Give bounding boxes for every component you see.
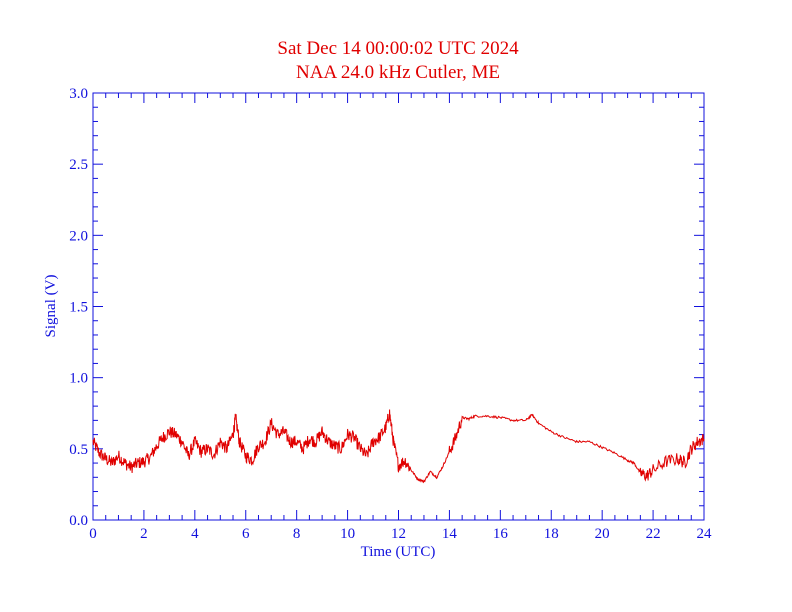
x-axis-label: Time (UTC) <box>361 544 436 560</box>
y-tick-label: 1.5 <box>69 300 88 316</box>
x-tick-label: 12 <box>391 526 406 542</box>
x-tick-label: 22 <box>646 526 661 542</box>
x-axis-tick-labels: 0 2 4 6 8 10 12 14 16 18 20 22 24 <box>89 526 712 542</box>
x-tick-label: 4 <box>191 526 199 542</box>
y-axis-ticks <box>93 92 704 521</box>
x-tick-label: 8 <box>293 526 301 542</box>
x-tick-label: 20 <box>595 526 610 542</box>
x-axis-ticks <box>92 93 705 520</box>
y-tick-label: 1.0 <box>69 371 88 387</box>
chart-subtitle: NAA 24.0 kHz Cutler, ME <box>296 62 500 83</box>
y-tick-label: 0.0 <box>69 513 88 529</box>
x-tick-label: 24 <box>697 526 713 542</box>
y-tick-label: 2.5 <box>69 157 88 173</box>
y-tick-label: 0.5 <box>69 442 88 458</box>
x-tick-label: 10 <box>340 526 355 542</box>
x-tick-label: 6 <box>242 526 250 542</box>
x-tick-label: 2 <box>140 526 148 542</box>
x-tick-label: 0 <box>89 526 97 542</box>
series-line-signal <box>92 409 705 484</box>
y-tick-label: 3.0 <box>69 86 88 102</box>
y-axis-label: Signal (V) <box>43 275 59 338</box>
x-tick-label: 14 <box>442 526 458 542</box>
chart-title: Sat Dec 14 00:00:02 UTC 2024 <box>277 38 519 59</box>
y-tick-label: 2.0 <box>69 228 88 244</box>
plot-frame <box>92 92 705 521</box>
x-tick-label: 16 <box>493 526 509 542</box>
y-axis-tick-labels: 0.0 0.5 1.0 1.5 2.0 2.5 3.0 <box>69 86 88 529</box>
x-tick-label: 18 <box>544 526 559 542</box>
